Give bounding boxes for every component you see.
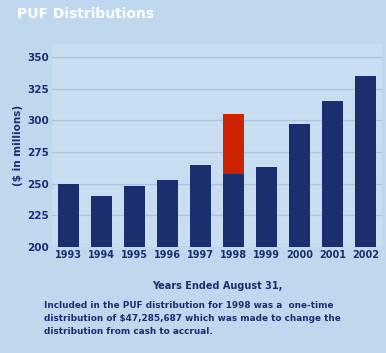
Bar — [223, 174, 244, 247]
Bar — [322, 101, 343, 247]
Bar — [190, 164, 211, 247]
Bar — [256, 167, 277, 247]
Bar — [124, 186, 145, 247]
Text: Included in the PUF distribution for 1998 was a  one-time
distribution of $47,28: Included in the PUF distribution for 199… — [44, 301, 341, 336]
Bar — [290, 124, 310, 247]
Text: Years Ended August 31,: Years Ended August 31, — [152, 281, 282, 291]
Text: PUF Distributions: PUF Distributions — [17, 7, 154, 22]
Bar — [91, 196, 112, 247]
Bar — [356, 76, 376, 247]
Y-axis label: ($ in millions): ($ in millions) — [13, 105, 23, 186]
Bar — [157, 180, 178, 247]
Bar — [223, 114, 244, 174]
Bar — [58, 184, 79, 247]
